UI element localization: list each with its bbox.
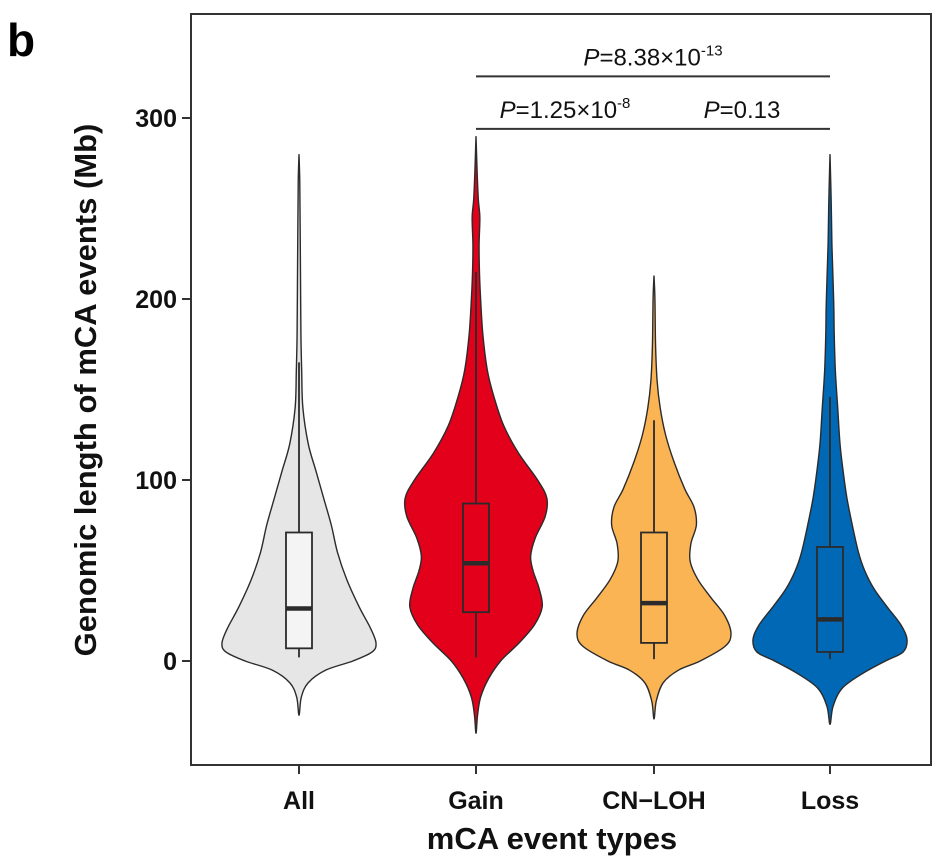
axes: 0 100 200 300 All Gain CN−LOH Loss bbox=[135, 105, 859, 815]
x-tick-label-all: All bbox=[283, 787, 315, 815]
y-tick-label: 300 bbox=[135, 105, 177, 133]
y-tick-label: 200 bbox=[135, 286, 177, 314]
box-all bbox=[285, 531, 313, 650]
y-tick-label: 100 bbox=[135, 467, 177, 495]
y-axis-title: Genomic length of mCA events (Mb) bbox=[68, 124, 103, 657]
comparison-p-value-1: P=1.25×10-8 bbox=[500, 95, 631, 124]
x-tick-label-cn-loh: CN−LOH bbox=[602, 787, 705, 815]
violin-group-loss bbox=[752, 154, 908, 726]
significance-annotations: P=8.38×10-13 P=1.25×10-8 P=0.13 bbox=[476, 42, 830, 130]
x-tick-label-gain: Gain bbox=[448, 787, 504, 815]
box-cn-loh bbox=[640, 531, 668, 644]
comparison-p-value-2: P=0.13 bbox=[704, 97, 781, 124]
y-tick-label: 0 bbox=[163, 648, 177, 676]
violin-group-all bbox=[221, 154, 377, 717]
x-axis-title: mCA event types bbox=[427, 821, 677, 856]
x-tick-label-loss: Loss bbox=[801, 787, 859, 815]
panel-label: b bbox=[7, 14, 35, 66]
box-loss bbox=[816, 546, 844, 653]
plot-frame bbox=[190, 13, 932, 766]
violin-group-gain bbox=[403, 136, 549, 735]
violins bbox=[221, 136, 908, 735]
comparison-p-value-0: P=8.38×10-13 bbox=[583, 42, 722, 71]
box-gain bbox=[462, 502, 490, 614]
violin-group-cn-loh bbox=[576, 275, 732, 720]
